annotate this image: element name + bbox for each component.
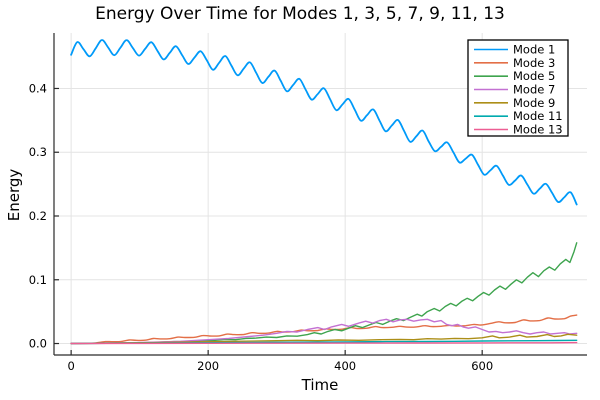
y-tick-label: 0.1	[29, 273, 47, 287]
legend-label-mode-11: Mode 11	[513, 109, 563, 123]
series-line-mode-7	[70, 318, 578, 345]
series-line-mode-3	[70, 314, 578, 345]
series-line-mode-5	[70, 242, 578, 345]
legend-label-mode-1: Mode 1	[513, 43, 555, 57]
legend-label-mode-5: Mode 5	[513, 69, 555, 83]
x-tick-label: 400	[334, 359, 356, 373]
legend-label-mode-3: Mode 3	[513, 56, 555, 70]
legend-label-mode-9: Mode 9	[513, 96, 555, 110]
y-tick-label: 0.0	[29, 337, 47, 351]
legend-box	[467, 39, 569, 137]
series-line-mode-1	[70, 39, 578, 206]
legend-label-mode-7: Mode 7	[513, 83, 555, 97]
x-tick-label: 0	[67, 359, 74, 373]
chart-title: Energy Over Time for Modes 1, 3, 5, 7, 9…	[95, 4, 505, 24]
x-tick-label: 200	[197, 359, 219, 373]
x-tick-label: 600	[471, 359, 493, 373]
y-tick-label: 0.3	[29, 145, 47, 159]
series-line-mode-13	[70, 341, 578, 345]
legend-label-mode-13: Mode 13	[513, 123, 563, 137]
x-axis-label: Time	[301, 376, 339, 394]
series-line-mode-9	[70, 333, 578, 345]
y-tick-label: 0.2	[29, 209, 47, 223]
y-tick-label: 0.4	[29, 81, 47, 95]
